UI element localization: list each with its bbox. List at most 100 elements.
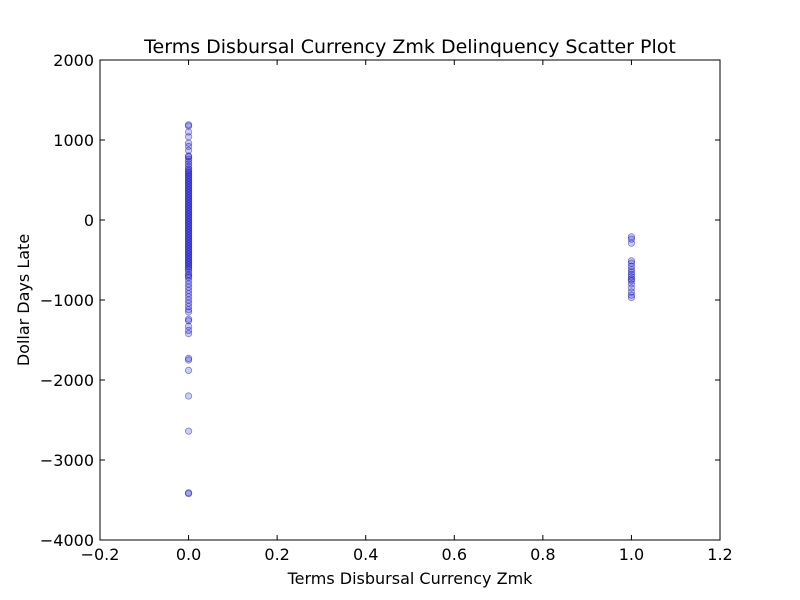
data-point: [184, 256, 193, 264]
data-point: [184, 186, 193, 194]
data-point: [184, 293, 193, 301]
y-tick-label: −2000: [40, 371, 94, 390]
data-point: [184, 237, 193, 245]
data-point: [184, 302, 193, 310]
data-point: [184, 198, 193, 206]
data-point: [184, 221, 193, 229]
data-point: [184, 170, 193, 178]
data-point: [184, 326, 193, 334]
data-point: [184, 152, 193, 160]
data-point: [627, 291, 636, 299]
data-point: [184, 238, 193, 246]
data-point: [184, 329, 193, 338]
x-tick-label: 0.0: [176, 545, 201, 564]
data-point: [184, 392, 193, 400]
data-point: [184, 213, 193, 221]
data-point: [184, 315, 193, 323]
data-point: [184, 128, 193, 136]
data-point: [184, 203, 193, 211]
data-point: [184, 277, 193, 285]
data-point: [184, 232, 193, 240]
data-point: [627, 265, 636, 274]
data-point: [627, 288, 636, 296]
data-point: [184, 214, 193, 222]
data-point: [184, 265, 193, 274]
data-point: [184, 200, 193, 208]
data-point: [184, 139, 193, 147]
plot-area: [99, 59, 721, 541]
data-point: [184, 234, 193, 242]
data-point: [184, 197, 193, 205]
y-tick-label: 2000: [53, 51, 94, 70]
x-tick-label: 1.0: [619, 545, 644, 564]
data-point: [184, 317, 193, 325]
data-point: [184, 222, 193, 230]
data-point: [184, 171, 193, 179]
data-point: [184, 189, 193, 197]
data-point: [184, 489, 193, 498]
x-tick-label: −0.2: [81, 545, 120, 564]
data-point: [184, 261, 193, 269]
data-point: [184, 153, 193, 161]
data-point: [627, 257, 636, 265]
y-axis-label: Dollar Days Late: [14, 234, 33, 366]
data-point: [184, 122, 193, 130]
data-point: [184, 194, 193, 202]
data-point: [184, 259, 193, 267]
data-point: [184, 240, 193, 248]
data-point: [184, 176, 193, 184]
data-point: [184, 248, 193, 256]
data-point: [184, 245, 193, 253]
data-point: [627, 284, 636, 292]
data-point: [184, 182, 193, 190]
data-point: [184, 192, 193, 200]
y-tick-label: 1000: [53, 131, 94, 150]
data-point: [627, 277, 636, 285]
data-point: [627, 273, 636, 281]
data-point: [184, 427, 193, 435]
data-point: [627, 280, 636, 288]
data-point: [184, 173, 193, 181]
data-point: [184, 178, 193, 186]
x-tick-label: 0.2: [264, 545, 289, 564]
data-point: [184, 286, 193, 294]
data-point: [184, 242, 193, 250]
data-point: [627, 239, 636, 247]
data-point: [184, 181, 193, 189]
data-point: [184, 218, 193, 226]
data-point: [184, 254, 193, 262]
data-point: [184, 210, 193, 218]
data-point: [184, 299, 193, 307]
data-point: [184, 289, 193, 298]
data-point: [184, 219, 193, 227]
data-point: [627, 275, 636, 283]
data-point: [184, 250, 193, 258]
data-point: [627, 259, 636, 267]
data-point: [184, 262, 193, 270]
data-point: [184, 235, 193, 243]
data-point: [184, 308, 193, 316]
data-point: [627, 268, 636, 276]
data-point: [627, 235, 636, 243]
data-point: [184, 366, 193, 374]
data-point: [184, 195, 193, 203]
data-point: [184, 184, 193, 192]
data-point: [184, 190, 193, 198]
data-point: [184, 205, 193, 213]
data-point: [184, 168, 193, 176]
data-point: [184, 272, 193, 280]
data-point: [184, 226, 193, 234]
data-point: [184, 280, 193, 288]
data-point: [184, 158, 193, 166]
data-point: [184, 162, 193, 170]
data-point: [184, 283, 193, 291]
data-point: [627, 293, 636, 302]
data-point: [184, 356, 193, 364]
data-point: [184, 174, 193, 182]
x-axis-ticks: −0.2 0.0 0.2 0.4 0.6 0.8 1.0 1.2: [81, 60, 733, 564]
data-point: [184, 216, 193, 224]
data-point: [627, 270, 636, 278]
data-point: [184, 273, 193, 282]
y-tick-label: −1000: [40, 291, 94, 310]
